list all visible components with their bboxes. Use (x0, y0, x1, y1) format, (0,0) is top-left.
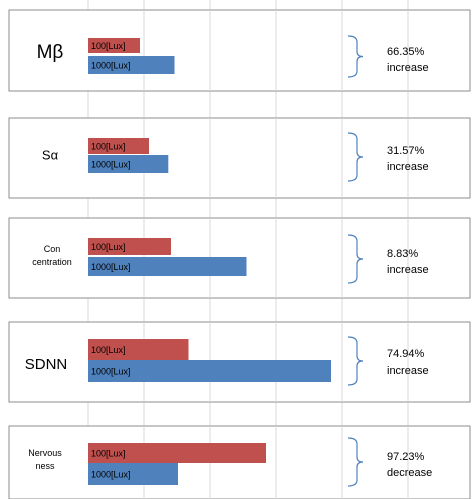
change-annotation: increase (387, 365, 429, 377)
panel-frame (8, 9, 471, 92)
category-label: ness (35, 461, 55, 471)
bar-label: 100[Lux] (91, 41, 126, 51)
change-annotation: increase (387, 264, 429, 276)
bar-label: 100[Lux] (91, 345, 126, 355)
brace (347, 437, 364, 487)
bar-100lux (88, 339, 189, 360)
change-annotation: 97.23% (387, 451, 425, 463)
bar-100lux (88, 238, 171, 255)
brace (347, 234, 364, 284)
category-label: Con (44, 244, 61, 254)
panel-frame (8, 117, 471, 199)
brace (347, 132, 364, 182)
bar-1000lux (88, 463, 178, 485)
bar-label: 100[Lux] (91, 141, 126, 151)
bar-label: 1000[Lux] (91, 469, 131, 479)
category-label: Mβ (37, 42, 64, 63)
bar-label: 1000[Lux] (91, 60, 131, 70)
change-annotation: increase (387, 62, 429, 74)
bar-100lux (88, 38, 140, 53)
change-annotation: increase (387, 161, 429, 173)
bar-label: 1000[Lux] (91, 366, 131, 376)
category-label: Nervous (28, 448, 62, 458)
category-label: Sα (42, 147, 59, 162)
brace (347, 336, 364, 386)
change-annotation: 74.94% (387, 348, 425, 360)
bar-100lux (88, 443, 266, 463)
bar-1000lux (88, 155, 169, 173)
change-annotation: 31.57% (387, 145, 425, 157)
brace (347, 35, 364, 78)
bar-100lux (88, 138, 149, 154)
bar-label: 1000[Lux] (91, 159, 131, 169)
category-label: centration (32, 257, 72, 267)
bar-label: 100[Lux] (91, 448, 126, 458)
bar-label: 1000[Lux] (91, 262, 131, 272)
panel-frame (8, 425, 471, 499)
change-annotation: 66.35% (387, 46, 425, 58)
bar-1000lux (88, 257, 247, 276)
change-annotation: decrease (387, 467, 432, 479)
bar-label: 100[Lux] (91, 242, 126, 252)
change-annotation: 8.83% (387, 248, 418, 260)
bar-1000lux (88, 56, 175, 74)
category-label: SDNN (25, 356, 68, 373)
bar-1000lux (88, 360, 331, 382)
panel-frame (8, 321, 471, 403)
